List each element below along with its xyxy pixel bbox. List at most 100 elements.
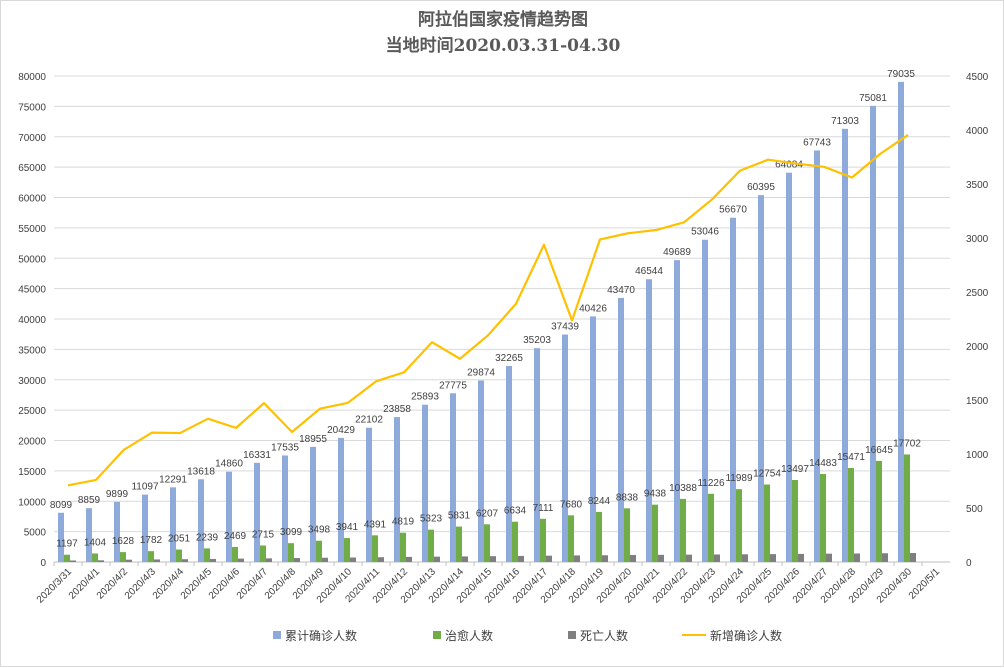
data-label: 27775 <box>439 380 467 391</box>
bar-2 <box>238 559 244 562</box>
bar-2 <box>602 555 608 562</box>
data-label: 56670 <box>719 205 747 216</box>
data-label: 1628 <box>112 536 135 547</box>
data-label: 35203 <box>523 335 551 346</box>
bar-0 <box>562 335 568 562</box>
data-label: 11226 <box>697 478 725 489</box>
legend-label: 治愈人数 <box>445 628 493 643</box>
bar-2 <box>714 554 720 562</box>
bar-1 <box>484 524 490 562</box>
left-tick-label: 50000 <box>18 254 46 265</box>
data-label: 5831 <box>448 511 471 522</box>
bar-1 <box>792 480 798 562</box>
bar-1 <box>120 552 126 562</box>
data-label: 9438 <box>644 489 667 500</box>
bar-2 <box>462 556 468 562</box>
bar-1 <box>568 515 574 562</box>
bar-2 <box>434 557 440 562</box>
bar-2 <box>378 557 384 562</box>
bar-0 <box>86 508 92 562</box>
data-label: 14860 <box>215 459 243 470</box>
bar-1 <box>232 547 238 562</box>
bar-2 <box>882 553 888 562</box>
bar-2 <box>70 560 76 562</box>
bar-0 <box>142 495 148 562</box>
data-label: 9899 <box>106 489 129 500</box>
data-label: 3941 <box>336 522 359 533</box>
bar-2 <box>322 558 328 562</box>
bar-1 <box>540 519 546 562</box>
left-tick-label: 35000 <box>18 345 46 356</box>
bar-1 <box>708 494 714 562</box>
bar-0 <box>842 129 848 562</box>
data-label: 11097 <box>131 482 159 493</box>
bar-1 <box>92 553 98 562</box>
data-label: 17702 <box>893 438 921 449</box>
data-label: 12754 <box>753 469 781 480</box>
right-tick-label: 0 <box>966 558 972 569</box>
line-series <box>68 135 908 485</box>
bar-0 <box>226 472 232 562</box>
data-label: 18955 <box>299 434 327 445</box>
bar-0 <box>282 455 288 562</box>
bar-2 <box>798 554 804 562</box>
bar-1 <box>288 543 294 562</box>
bar-1 <box>624 508 630 562</box>
bar-1 <box>876 461 882 562</box>
bar-2 <box>658 555 664 562</box>
left-tick-label: 20000 <box>18 437 46 448</box>
left-tick-label: 5000 <box>24 528 47 539</box>
left-tick-label: 30000 <box>18 376 46 387</box>
data-label: 8838 <box>616 492 639 503</box>
data-label: 53046 <box>691 227 719 238</box>
legend-label: 死亡人数 <box>580 628 628 643</box>
bar-2 <box>266 558 272 562</box>
data-label: 60395 <box>747 182 775 193</box>
data-label: 6634 <box>504 506 527 517</box>
data-label: 71303 <box>831 116 859 127</box>
data-label: 10388 <box>669 483 697 494</box>
left-tick-label: 25000 <box>18 406 46 417</box>
right-tick-label: 4500 <box>966 72 989 83</box>
bar-1 <box>176 550 182 562</box>
bar-1 <box>428 530 434 562</box>
legend-swatch <box>433 631 441 639</box>
data-label: 43470 <box>607 285 635 296</box>
left-tick-label: 45000 <box>18 285 46 296</box>
right-tick-label: 1500 <box>966 396 989 407</box>
right-tick-label: 2000 <box>966 342 989 353</box>
bar-0 <box>450 393 456 562</box>
data-label: 4391 <box>364 519 387 530</box>
bar-0 <box>366 428 372 562</box>
left-tick-label: 55000 <box>18 224 46 235</box>
bar-0 <box>338 438 344 562</box>
bar-2 <box>770 554 776 562</box>
bar-0 <box>478 381 484 562</box>
data-label: 17535 <box>271 442 299 453</box>
data-label: 75081 <box>859 93 887 104</box>
data-label: 13497 <box>781 464 809 475</box>
left-tick-label: 60000 <box>18 194 46 205</box>
left-tick-label: 10000 <box>18 497 46 508</box>
data-label: 5323 <box>420 514 443 525</box>
left-tick-label: 40000 <box>18 315 46 326</box>
x-tick-label: 2020/3/31 <box>35 566 75 606</box>
left-tick-label: 75000 <box>18 102 46 113</box>
data-label: 2051 <box>168 534 191 545</box>
bar-1 <box>372 535 378 562</box>
bar-0 <box>114 502 120 562</box>
bar-0 <box>58 513 64 562</box>
right-tick-label: 2500 <box>966 288 989 299</box>
data-label: 79035 <box>887 69 915 80</box>
x-tick-label: 2020/5/1 <box>907 566 943 602</box>
left-tick-label: 70000 <box>18 133 46 144</box>
bar-1 <box>848 468 854 562</box>
bar-2 <box>126 560 132 562</box>
bar-1 <box>148 551 154 562</box>
data-label: 22102 <box>355 415 383 426</box>
bar-2 <box>574 555 580 562</box>
data-label: 8244 <box>588 496 611 507</box>
legend-swatch <box>568 631 576 639</box>
bar-1 <box>64 555 70 562</box>
